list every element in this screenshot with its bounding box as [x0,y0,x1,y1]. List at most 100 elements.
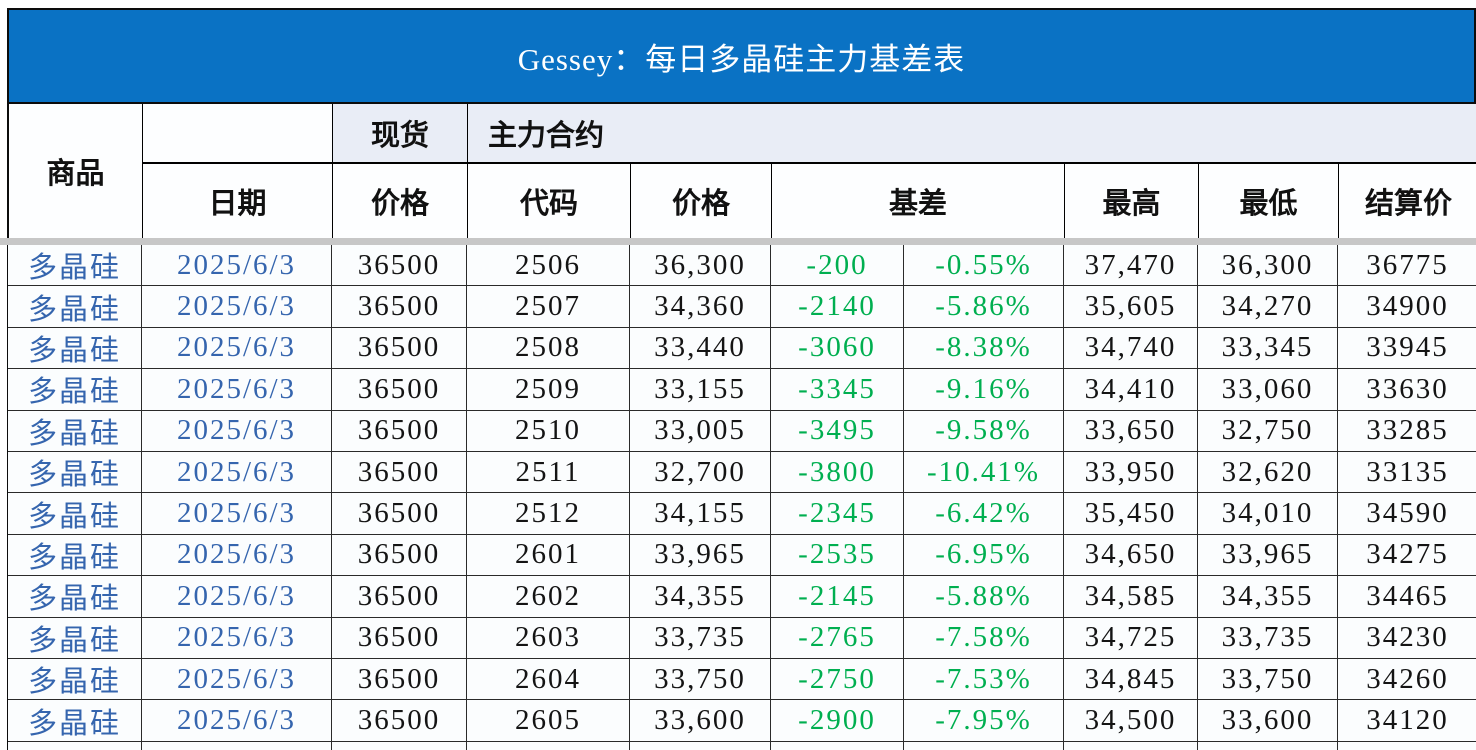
header-price: 价格 [631,164,772,238]
cell-commodity: 多晶硅 [8,493,142,535]
cell-price: 36,300 [630,245,771,287]
cell-settlement: 33630 [1338,369,1476,411]
table-row: 多晶硅 2025/6/3 36500 2604 33,750 -2750 -7.… [8,658,1476,701]
cell-date [142,741,332,750]
header-high: 最高 [1065,164,1199,238]
cell-date: 2025/6/3 [142,327,332,370]
table-row: 多晶硅 2025/6/3 36500 2601 33,965 -2535 -6.… [8,534,1476,577]
cell-high: 34,740 [1064,327,1198,370]
cell-price: 34,155 [630,493,771,535]
cell-high: 35,605 [1064,286,1198,328]
cell-low: 33,060 [1198,369,1338,411]
header-low: 最低 [1199,164,1339,238]
cell-low: 34,010 [1198,493,1338,535]
table-body: 多晶硅 2025/6/3 36500 2506 36,300 -200 -0.5… [7,245,1476,750]
table-row: 多晶硅 2025/6/3 36500 2511 32,700 -3800 -10… [8,451,1476,494]
cell-basis-pct: -6.42% [904,493,1064,535]
report-title: Gessey：每日多晶硅主力基差表 [517,41,966,77]
table-row: 多晶硅 2025/6/3 36500 2506 36,300 -200 -0.5… [8,245,1476,287]
cell-high: 33,950 [1064,451,1198,494]
cell-code: 2508 [467,327,630,370]
cell-settlement: 34465 [1338,576,1476,618]
cell-spot-price: 36500 [332,700,467,742]
cell-code: 2603 [467,617,630,659]
cell-spot-price: 36500 [332,534,467,577]
cell-code: 2506 [467,245,630,287]
table-row: 多晶硅 2025/6/3 36500 2510 33,005 -3495 -9.… [8,410,1476,452]
cell-high: 34,585 [1064,576,1198,618]
cell-settlement: 36775 [1338,245,1476,287]
cell-price: 33,735 [630,617,771,659]
cell-commodity: 多晶硅 [8,410,142,452]
cell-commodity: 多晶硅 [8,658,142,701]
header-commodity: 商品 [9,104,143,238]
cell-date: 2025/6/3 [142,286,332,328]
cell-high: 34,650 [1064,534,1198,577]
table-row-partial [8,741,1476,750]
cell-basis-pct: -6.95% [904,534,1064,577]
cell-spot-price: 36500 [332,658,467,701]
cell-basis-pct: -5.86% [904,286,1064,328]
cell-basis-pct: -9.16% [904,369,1064,411]
cell-commodity: 多晶硅 [8,576,142,618]
cell-spot-price: 36500 [332,369,467,411]
cell-settlement: 33945 [1338,327,1476,370]
cell-commodity: 多晶硅 [8,700,142,742]
cell-settlement: 33285 [1338,410,1476,452]
cell-settlement: 34120 [1338,700,1476,742]
cell-code: 2605 [467,700,630,742]
cell-low: 33,965 [1198,534,1338,577]
cell-date: 2025/6/3 [142,576,332,618]
cell-basis: -2765 [771,617,904,659]
cell-code: 2601 [467,534,630,577]
cell-commodity: 多晶硅 [8,534,142,577]
cell-spot-price: 36500 [332,451,467,494]
table-header: 商品 现货 主力合约 日期 价格 代码 价格 基差 最高 最低 结算价 [7,104,1476,238]
cell-code: 2511 [467,451,630,494]
cell-high: 37,470 [1064,245,1198,287]
header-spot-group: 现货 [333,104,468,164]
cell-low: 36,300 [1198,245,1338,287]
table-row: 多晶硅 2025/6/3 36500 2512 34,155 -2345 -6.… [8,493,1476,535]
cell-spot-price [332,741,467,750]
cell-code: 2604 [467,658,630,701]
cell-settlement: 34275 [1338,534,1476,577]
cell-date: 2025/6/3 [142,451,332,494]
cell-settlement: 33135 [1338,451,1476,494]
cell-basis: -3800 [771,451,904,494]
cell-commodity: 多晶硅 [8,369,142,411]
cell-date: 2025/6/3 [142,369,332,411]
cell-code: 2509 [467,369,630,411]
cell-basis: -2145 [771,576,904,618]
cell-basis-pct: -7.95% [904,700,1064,742]
header-spot-price: 价格 [333,164,468,238]
cell-basis: -2345 [771,493,904,535]
cell-date: 2025/6/3 [142,700,332,742]
cell-price: 33,965 [630,534,771,577]
table-row: 多晶硅 2025/6/3 36500 2509 33,155 -3345 -9.… [8,369,1476,411]
cell-price: 32,700 [630,451,771,494]
cell-commodity: 多晶硅 [8,245,142,287]
cell-low: 32,620 [1198,451,1338,494]
cell-basis-pct: -5.88% [904,576,1064,618]
cell-basis: -2140 [771,286,904,328]
cell-basis: -2750 [771,658,904,701]
cell-high: 34,410 [1064,369,1198,411]
cell-date: 2025/6/3 [142,534,332,577]
cell-commodity: 多晶硅 [8,327,142,370]
cell-spot-price: 36500 [332,286,467,328]
cell-date: 2025/6/3 [142,245,332,287]
table-row: 多晶硅 2025/6/3 36500 2605 33,600 -2900 -7.… [8,700,1476,742]
cell-high: 34,500 [1064,700,1198,742]
cell-basis: -3495 [771,410,904,452]
cell-basis-pct: -0.55% [904,245,1064,287]
cell-price: 33,005 [630,410,771,452]
cell-low: 33,735 [1198,617,1338,659]
cell-spot-price: 36500 [332,493,467,535]
header-basis: 基差 [772,164,1065,238]
cell-price: 33,155 [630,369,771,411]
cell-basis: -3060 [771,327,904,370]
cell-basis-pct: -8.38% [904,327,1064,370]
header-date: 日期 [143,164,333,238]
